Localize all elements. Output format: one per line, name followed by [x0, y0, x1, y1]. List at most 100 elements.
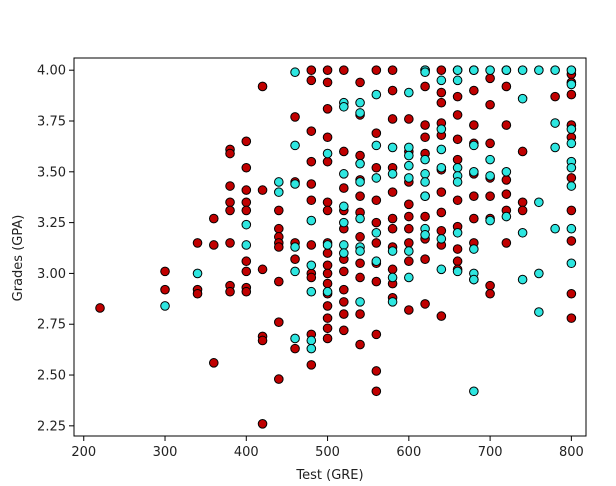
red-point [225, 205, 235, 216]
red-point [452, 134, 463, 145]
cyan-point [404, 142, 414, 153]
cyan-point [404, 246, 414, 256]
red-point [566, 288, 577, 299]
red-point [322, 333, 333, 344]
x-tick-label: 800 [559, 445, 584, 460]
red-point [485, 73, 495, 84]
red-point [241, 197, 252, 208]
red-point [339, 266, 349, 277]
cyan-point [355, 97, 365, 108]
red-point [290, 112, 300, 122]
red-point [404, 305, 414, 315]
red-point [225, 148, 235, 159]
cyan-point [452, 227, 463, 238]
cyan-point [436, 144, 447, 155]
red-point [566, 89, 577, 100]
red-point [306, 272, 317, 283]
cyan-point [420, 169, 430, 179]
red-point [306, 179, 317, 189]
red-point [306, 360, 317, 370]
red-point [322, 197, 333, 208]
cyan-point [469, 140, 479, 151]
red-point [306, 156, 317, 167]
red-point [322, 156, 333, 167]
red-point [404, 223, 414, 234]
red-point [387, 264, 398, 275]
cyan-point [387, 297, 398, 307]
red-point [436, 87, 447, 98]
red-point [339, 65, 349, 75]
x-tick-label: 200 [71, 445, 96, 460]
red-point [241, 286, 252, 297]
cyan-point [469, 274, 479, 285]
red-point [306, 75, 317, 86]
y-axis-label: Grades (GPA) [11, 215, 26, 302]
cyan-point [371, 140, 382, 151]
cyan-point [387, 169, 398, 179]
red-point [355, 258, 365, 269]
red-point [371, 329, 382, 340]
cyan-point [355, 158, 365, 169]
red-point [485, 288, 495, 299]
cyan-point [436, 75, 447, 86]
red-point [469, 120, 479, 130]
red-point [241, 162, 252, 173]
cyan-point [566, 162, 577, 173]
red-point [550, 91, 560, 102]
red-point [322, 205, 333, 216]
red-point [452, 110, 463, 120]
red-point [517, 205, 528, 216]
red-point [436, 65, 447, 75]
cyan-point [404, 160, 414, 171]
red-point [95, 303, 105, 313]
cyan-point [371, 256, 382, 267]
cyan-point [339, 217, 349, 228]
cyan-point [355, 108, 365, 118]
cyan-point [339, 201, 349, 212]
cyan-point [566, 138, 577, 149]
red-point [501, 81, 512, 92]
red-point [339, 284, 349, 295]
red-point [274, 205, 284, 216]
red-point [404, 238, 414, 248]
cyan-point [566, 79, 577, 90]
cyan-point [241, 219, 252, 230]
red-point [420, 254, 430, 264]
red-point [371, 238, 382, 248]
red-point [225, 197, 235, 208]
red-point [306, 126, 317, 136]
cyan-point [355, 246, 365, 256]
cyan-point [339, 248, 349, 258]
red-point [339, 309, 349, 319]
red-point [420, 120, 430, 130]
red-point [241, 205, 252, 216]
cyan-point [160, 301, 170, 311]
cyan-point [550, 223, 560, 234]
cyan-point [517, 227, 528, 238]
red-point [387, 114, 398, 124]
cyan-point [192, 268, 203, 279]
red-point [501, 189, 512, 199]
cyan-point [420, 67, 430, 78]
red-point [208, 358, 219, 368]
red-point [290, 254, 300, 264]
red-point [257, 81, 268, 92]
red-point [371, 65, 382, 75]
red-point [436, 207, 447, 218]
red-point [160, 284, 170, 295]
red-point [404, 211, 414, 222]
red-point [371, 128, 382, 138]
y-tick-label: 3.50 [37, 165, 66, 180]
cyan-point [322, 148, 333, 159]
cyan-point [517, 93, 528, 104]
red-point [517, 146, 528, 157]
cyan-point [339, 169, 349, 179]
red-point [192, 288, 203, 299]
cyan-point [306, 286, 317, 297]
red-point [257, 185, 268, 195]
cyan-point [436, 162, 447, 173]
cyan-point [534, 197, 544, 208]
cyan-point [290, 266, 300, 277]
cyan-point [566, 258, 577, 269]
cyan-point [485, 171, 495, 181]
